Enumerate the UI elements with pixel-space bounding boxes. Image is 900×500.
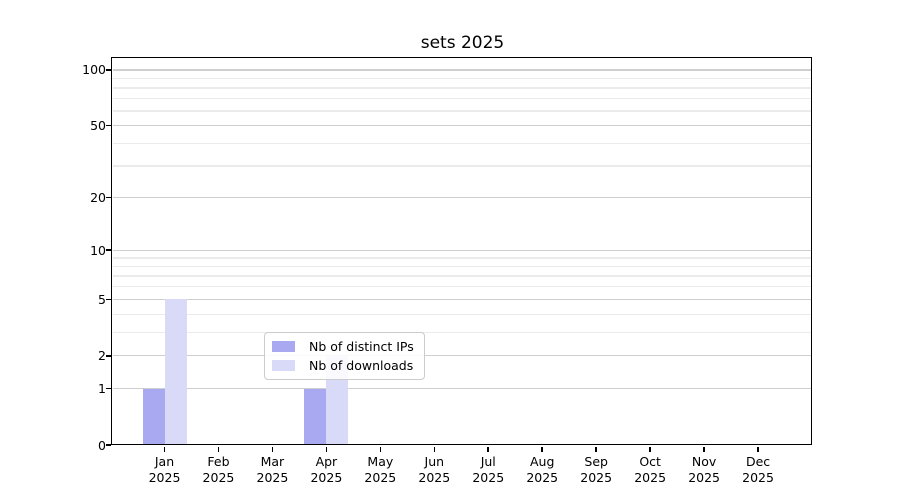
gridline-major — [113, 124, 812, 127]
legend-label: Nb of downloads — [309, 358, 414, 373]
x-axis-tick-label: May 2025 — [364, 454, 396, 485]
x-tick-label-year: 2025 — [634, 469, 667, 485]
x-tick-mark — [217, 446, 220, 453]
gridline-major — [113, 197, 812, 199]
legend-swatch-downloads — [272, 359, 295, 372]
x-tick-label-year: 2025 — [202, 469, 235, 485]
x-tick-label-month: May — [367, 454, 394, 469]
x-tick-mark — [703, 446, 705, 453]
y-axis-tick-label: 2 — [98, 348, 106, 364]
x-tick-mark — [163, 446, 166, 453]
y-tick-mark — [105, 354, 112, 357]
y-tick-mark — [105, 124, 112, 127]
y-axis-tick-label: 50 — [90, 117, 106, 133]
y-axis-tick-label: 0 — [98, 437, 106, 453]
x-tick-label-month: Aug — [530, 454, 555, 469]
bar-distinct-ips — [304, 388, 327, 445]
y-axis-tick-label: 1 — [98, 381, 106, 397]
y-tick-mark — [105, 196, 112, 199]
x-tick-label-month: Jun — [424, 454, 445, 469]
x-tick-label-month: Dec — [745, 454, 771, 469]
gridline-major — [113, 298, 812, 301]
x-axis-tick-label: Jan 2025 — [149, 454, 181, 485]
legend-entry: Nb of distinct IPs — [272, 339, 414, 354]
y-tick-mark — [105, 298, 112, 301]
y-axis-tick-label: 5 — [98, 291, 106, 307]
x-tick-label-month: Mar — [260, 454, 285, 469]
gridline-minor — [113, 331, 812, 333]
gridline-minor — [113, 87, 812, 89]
y-axis-tick-label: 100 — [82, 62, 106, 78]
x-tick-label-year: 2025 — [364, 469, 397, 485]
x-tick-mark — [487, 446, 490, 453]
legend-entry: Nb of downloads — [272, 358, 414, 373]
x-tick-label-year: 2025 — [688, 469, 720, 485]
gridline-major — [113, 249, 812, 251]
x-tick-mark — [757, 446, 759, 453]
x-tick-label-month: Jan — [154, 454, 175, 469]
legend-label: Nb of distinct IPs — [309, 339, 414, 354]
gridline-minor — [113, 286, 812, 288]
x-axis-tick-label: Nov 2025 — [688, 454, 720, 485]
legend: Nb of distinct IPs Nb of downloads — [264, 332, 425, 380]
x-tick-label-month: Oct — [639, 454, 661, 469]
y-tick-mark — [105, 387, 112, 390]
x-tick-label-year: 2025 — [148, 469, 181, 485]
x-tick-label-month: Sep — [584, 454, 608, 469]
gridline-minor — [113, 257, 812, 259]
gridline-minor — [113, 313, 812, 315]
x-tick-mark — [271, 446, 274, 453]
gridline-minor — [113, 275, 812, 277]
x-axis-tick-label: Jul 2025 — [472, 454, 504, 485]
x-tick-label-year: 2025 — [742, 469, 774, 485]
x-axis-tick-label: Apr 2025 — [310, 454, 342, 485]
x-tick-mark — [379, 446, 382, 453]
x-axis-tick-label: Jun 2025 — [418, 454, 450, 485]
bar-distinct-ips — [142, 388, 165, 445]
y-tick-mark — [105, 69, 112, 71]
gridline-major — [113, 69, 812, 71]
x-tick-label-year: 2025 — [418, 469, 451, 485]
x-axis-tick-label: Dec 2025 — [742, 454, 774, 485]
gridline-minor — [113, 98, 812, 100]
gridline-minor — [113, 265, 812, 268]
x-axis-tick-label: Aug 2025 — [526, 454, 558, 485]
gridline-minor — [113, 110, 812, 112]
gridline-major — [113, 388, 812, 390]
x-axis-tick-label: Feb 2025 — [203, 454, 235, 485]
y-axis-tick-label: 20 — [90, 190, 106, 206]
x-axis-tick-label: Oct 2025 — [634, 454, 666, 485]
x-tick-mark — [649, 446, 651, 453]
axes-frame — [111, 57, 813, 446]
chart-title: sets 2025 — [420, 33, 505, 53]
x-tick-mark — [433, 446, 436, 453]
x-tick-mark — [325, 446, 328, 453]
y-tick-mark — [105, 249, 112, 251]
x-axis-tick-label: Mar 2025 — [257, 454, 289, 485]
x-tick-label-year: 2025 — [472, 469, 505, 485]
x-tick-mark — [541, 446, 543, 453]
x-tick-label-year: 2025 — [580, 469, 613, 485]
y-tick-mark — [105, 444, 112, 446]
x-tick-label-month: Nov — [691, 454, 717, 469]
gridline-minor — [113, 77, 812, 80]
x-tick-label-year: 2025 — [526, 469, 559, 485]
x-tick-label-month: Jul — [480, 454, 496, 469]
x-tick-label-month: Apr — [315, 454, 338, 469]
x-tick-mark — [595, 446, 597, 453]
plot-area — [113, 59, 812, 445]
legend-swatch-distinct-ips — [272, 340, 295, 353]
x-tick-label-month: Feb — [207, 454, 230, 469]
gridline-minor — [113, 165, 812, 167]
y-axis-tick-label: 10 — [90, 242, 106, 258]
bar-downloads — [164, 299, 187, 445]
gridline-major — [113, 355, 812, 357]
x-tick-label-year: 2025 — [310, 469, 343, 485]
x-axis-tick-label: Sep 2025 — [580, 454, 612, 485]
gridline-minor — [113, 142, 812, 144]
x-tick-label-year: 2025 — [256, 469, 289, 485]
